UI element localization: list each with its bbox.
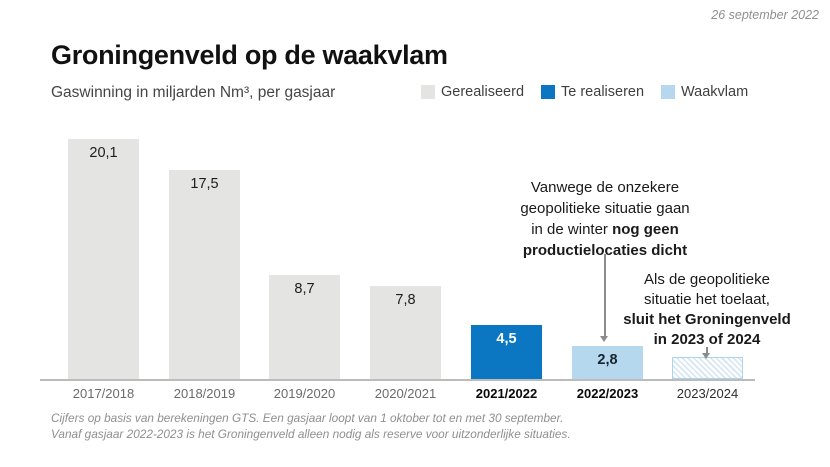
legend-item-gerealiseerd: Gerealiseerd — [421, 84, 524, 100]
legend-swatch-icon — [541, 85, 556, 99]
legend-item-waakvlam: Waakvlam — [661, 84, 748, 100]
bar-2021-2022: 4,5 — [471, 325, 542, 379]
bar-2017-2018: 20,1 — [68, 139, 139, 379]
legend: Gerealiseerd Te realiseren Waakvlam — [421, 84, 748, 100]
legend-label: Te realiseren — [561, 84, 645, 100]
annotation-sluiting: Als de geopolitieke situatie het toelaat,… — [608, 270, 806, 350]
annotation-winter: Vanwege de onzekere geopolitieke situatie… — [495, 177, 715, 261]
annotation-line: sluit het Groningenveld — [623, 311, 791, 328]
legend-label: Gerealiseerd — [441, 84, 525, 100]
bar-value-label: 20,1 — [89, 145, 118, 161]
footer-note-line2: Vanaf gasjaar 2022-2023 is het Groningen… — [51, 426, 571, 441]
bar-2020-2021: 7,8 — [370, 286, 441, 379]
annotation-line: Vanwege de onzekere — [530, 179, 680, 196]
footer-note-line1: Cijfers op basis van berekeningen GTS. E… — [51, 411, 564, 425]
legend-swatch-icon — [421, 85, 435, 99]
x-axis-label: 2018/2019 — [173, 386, 236, 401]
x-axis-label: 2021/2022 — [475, 386, 538, 401]
bar-value-label: 8,7 — [294, 281, 315, 297]
x-axis-label: 2022/2023 — [576, 386, 639, 401]
legend-label: Waakvlam — [681, 84, 749, 100]
bar-2023-2024 — [672, 357, 743, 379]
annotation-line: productielocaties dicht — [522, 242, 688, 259]
bar-2019-2020: 8,7 — [269, 275, 340, 379]
bar-2022-2023: 2,8 — [572, 346, 643, 379]
footer-note: Cijfers op basis van berekeningen GTS. E… — [51, 411, 571, 442]
annotation-line: Als de geopolitieke — [644, 271, 770, 288]
bar-2018-2019: 17,5 — [169, 170, 240, 379]
annotation-sluiting-arrowhead-icon — [702, 353, 710, 359]
annotation-line: geopolitieke situatie gaan — [520, 200, 690, 217]
annotation-line: in de winter nog geen — [531, 221, 679, 238]
annotation-winter-arrow — [604, 254, 606, 336]
bar-value-label: 7,8 — [395, 292, 416, 308]
annotation-winter-arrowhead-icon — [600, 336, 608, 342]
legend-swatch-icon — [661, 85, 676, 99]
annotation-line: situatie het toelaat, — [644, 291, 770, 308]
bar-value-label: 17,5 — [190, 176, 219, 192]
x-axis-line — [40, 379, 755, 381]
chart-subtitle: Gaswinning in miljarden Nm³, per gasjaar — [51, 84, 336, 101]
annotation-line: in 2023 of 2024 — [653, 331, 761, 348]
legend-item-te-realiseren: Te realiseren — [541, 84, 644, 100]
date-label: 26 september 2022 — [711, 8, 819, 22]
x-axis-label: 2023/2024 — [676, 386, 739, 401]
x-axis-label: 2019/2020 — [273, 386, 336, 401]
x-axis-label: 2020/2021 — [374, 386, 437, 401]
page-title: Groningenveld op de waakvlam — [51, 40, 448, 70]
annotation-sluiting-arrow — [706, 347, 708, 353]
bar-value-label: 4,5 — [496, 331, 517, 347]
bar-value-label: 2,8 — [597, 352, 618, 368]
x-axis-label: 2017/2018 — [72, 386, 135, 401]
